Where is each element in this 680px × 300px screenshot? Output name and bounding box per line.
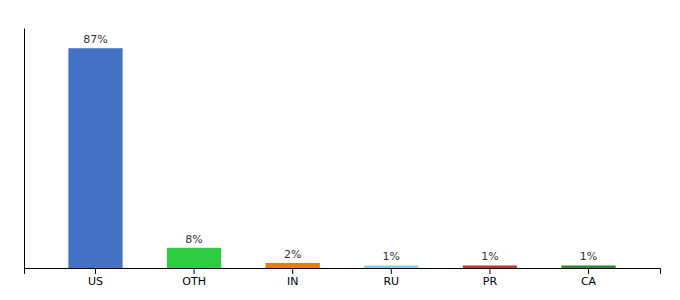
- x-tick-label: RU: [383, 275, 399, 288]
- x-tick-label: PR: [483, 275, 498, 288]
- x-tick: PR: [483, 268, 498, 288]
- data-label: 1%: [481, 250, 498, 263]
- x-tick-mark: [489, 268, 490, 274]
- bar: [68, 48, 122, 268]
- chart-svg: US OTH IN RU PR CA 87% 8% 2% 1% 1% 1%: [0, 0, 680, 300]
- data-labels: 87% 8% 2% 1% 1% 1%: [83, 33, 597, 263]
- data-label: 8%: [185, 233, 202, 246]
- y-axis-line: [24, 29, 25, 269]
- x-axis-line: [25, 269, 661, 275]
- data-label: 2%: [284, 248, 301, 261]
- x-tick-label: CA: [581, 275, 597, 288]
- bar: [561, 265, 615, 268]
- data-label: 1%: [580, 250, 597, 263]
- bars: [68, 48, 615, 268]
- x-tick-mark: [391, 268, 392, 274]
- x-tick-mark: [194, 268, 195, 274]
- x-tick-label: US: [88, 275, 103, 288]
- x-axis: US OTH IN RU PR CA: [25, 268, 661, 288]
- chart-container: US OTH IN RU PR CA 87% 8% 2% 1% 1% 1%: [0, 0, 680, 300]
- x-tick: IN: [287, 268, 298, 288]
- x-tick-label: IN: [287, 275, 298, 288]
- data-label: 87%: [83, 33, 107, 46]
- data-label: 1%: [383, 250, 400, 263]
- y-axis: [24, 29, 25, 269]
- x-tick: OTH: [182, 268, 206, 288]
- x-tick-mark: [588, 268, 589, 274]
- bar: [463, 265, 517, 268]
- x-tick-label: OTH: [182, 275, 206, 288]
- bar: [364, 265, 418, 268]
- x-tick: CA: [581, 268, 597, 288]
- x-tick: RU: [383, 268, 399, 288]
- x-tick: US: [88, 268, 103, 288]
- bar: [266, 263, 320, 268]
- bar: [167, 248, 221, 268]
- x-tick-mark: [95, 268, 96, 274]
- x-tick-mark: [292, 268, 293, 274]
